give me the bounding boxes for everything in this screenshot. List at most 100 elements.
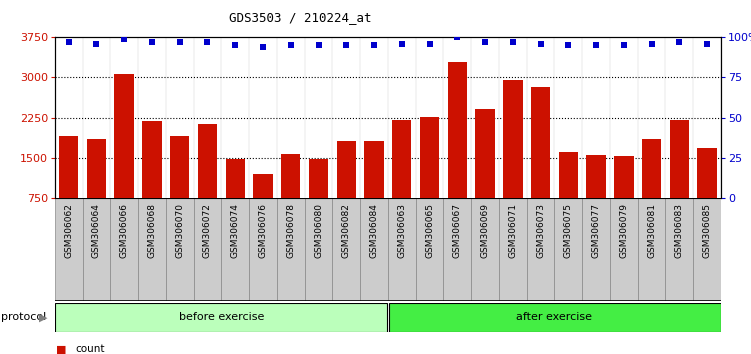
Bar [198,124,217,239]
Bar [87,139,106,239]
Bar [389,303,721,332]
Text: ▶: ▶ [39,312,48,322]
Text: GSM306063: GSM306063 [397,203,406,258]
Bar [448,62,467,239]
Text: GSM306085: GSM306085 [703,203,712,258]
Text: GSM306084: GSM306084 [369,203,379,258]
Point [646,41,658,46]
Point [312,42,324,48]
Bar [526,198,554,301]
Bar [388,198,415,301]
Bar [277,198,305,301]
Point [118,36,130,42]
Point [618,42,630,48]
Bar [360,198,388,301]
Bar [665,198,693,301]
Point [674,39,686,45]
Bar [554,198,582,301]
Point [396,41,408,46]
Bar [55,303,387,332]
Text: GSM306082: GSM306082 [342,203,351,258]
Bar [194,198,222,301]
Bar [614,156,634,239]
Text: GSM306081: GSM306081 [647,203,656,258]
Point [507,39,519,45]
Text: GSM306076: GSM306076 [258,203,267,258]
Text: GSM306069: GSM306069 [481,203,490,258]
Bar [475,109,495,239]
Bar [59,137,78,239]
Bar [249,198,277,301]
Bar [392,120,412,239]
Text: GSM306070: GSM306070 [175,203,184,258]
Point [285,42,297,48]
Bar [225,159,245,239]
Text: GSM306072: GSM306072 [203,203,212,258]
Point [229,42,241,48]
Bar [309,159,328,239]
Bar [670,120,689,239]
Text: GDS3503 / 210224_at: GDS3503 / 210224_at [229,11,372,24]
Bar [170,137,189,239]
Bar [499,198,526,301]
Bar [531,87,550,239]
Bar [443,198,471,301]
Point [146,39,158,45]
Bar [138,198,166,301]
Point [340,42,352,48]
Text: GSM306074: GSM306074 [231,203,240,258]
Text: ■: ■ [56,344,67,354]
Text: GSM306066: GSM306066 [119,203,128,258]
Bar [305,198,333,301]
Point [451,34,463,40]
Bar [642,139,662,239]
Bar [415,198,443,301]
Text: GSM306079: GSM306079 [620,203,629,258]
Point [479,39,491,45]
Point [701,41,713,46]
Bar [638,198,665,301]
Text: GSM306064: GSM306064 [92,203,101,258]
Point [173,39,185,45]
Bar [83,198,110,301]
Bar [610,198,638,301]
Bar [582,198,610,301]
Bar [166,198,194,301]
Text: GSM306080: GSM306080 [314,203,323,258]
Point [590,42,602,48]
Point [562,42,575,48]
Bar [110,198,138,301]
Text: GSM306062: GSM306062 [64,203,73,258]
Bar [693,198,721,301]
Text: GSM306071: GSM306071 [508,203,517,258]
Bar [587,155,606,239]
Text: GSM306078: GSM306078 [286,203,295,258]
Point [201,39,213,45]
Bar [333,198,360,301]
Text: after exercise: after exercise [517,312,593,322]
Bar [698,148,716,239]
Bar [114,74,134,239]
Point [424,41,436,46]
Bar [471,198,499,301]
Point [535,41,547,46]
Text: before exercise: before exercise [179,312,264,322]
Text: GSM306067: GSM306067 [453,203,462,258]
Bar [142,121,161,239]
Bar [55,198,83,301]
Bar [253,174,273,239]
Text: GSM306075: GSM306075 [564,203,573,258]
Text: GSM306065: GSM306065 [425,203,434,258]
Text: GSM306083: GSM306083 [675,203,684,258]
Text: GSM306077: GSM306077 [592,203,601,258]
Text: GSM306068: GSM306068 [147,203,156,258]
Point [90,41,102,46]
Point [257,44,269,50]
Text: GSM306073: GSM306073 [536,203,545,258]
Point [62,39,74,45]
Point [368,42,380,48]
Text: protocol: protocol [1,312,46,322]
Bar [559,152,578,239]
Bar [364,141,384,239]
Bar [503,80,523,239]
